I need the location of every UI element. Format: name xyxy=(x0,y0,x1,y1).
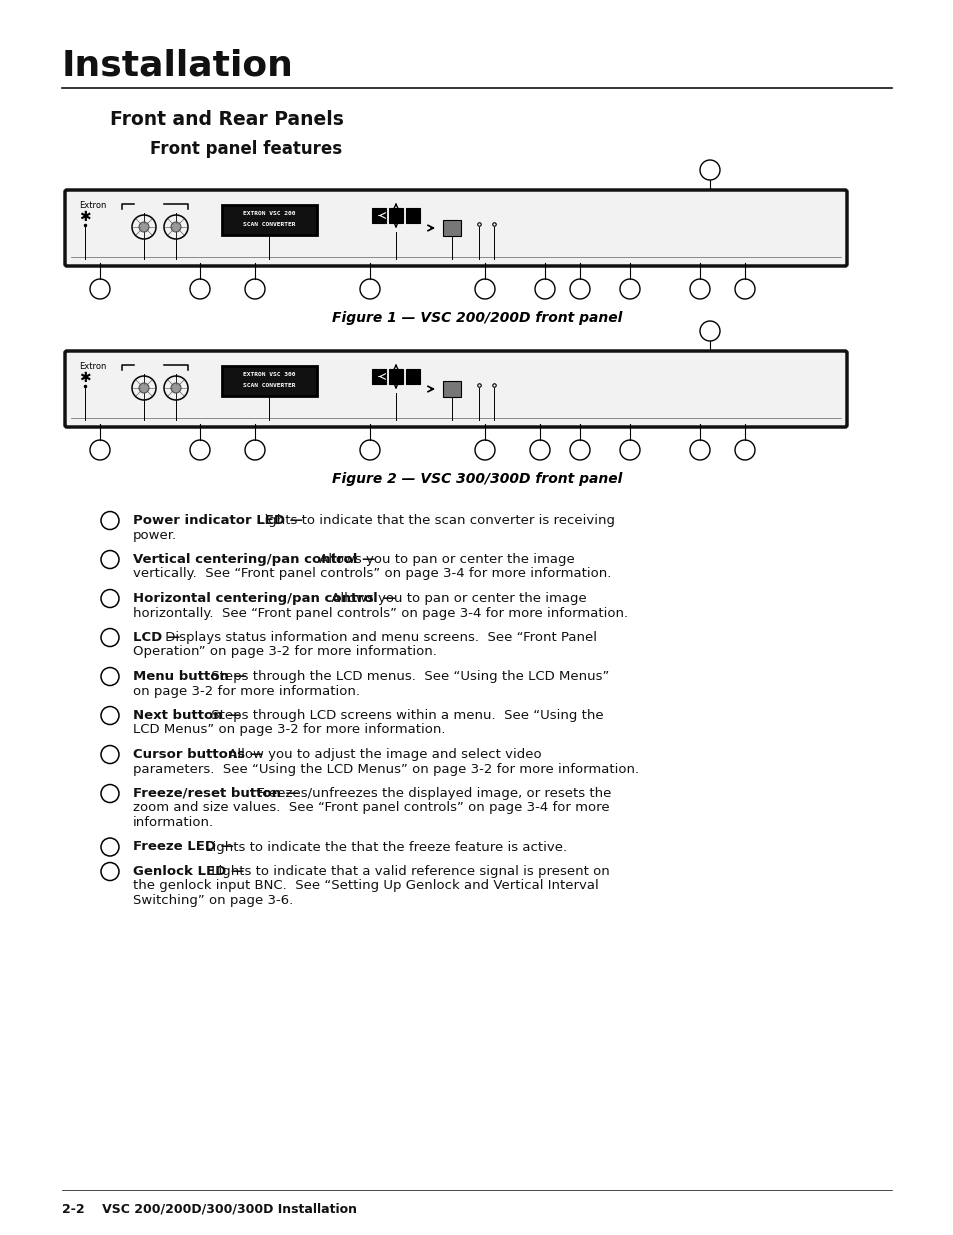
Bar xyxy=(222,205,316,235)
Circle shape xyxy=(139,383,149,393)
Text: Lights to indicate that the scan converter is receiving: Lights to indicate that the scan convert… xyxy=(253,514,614,527)
Text: Genlock LED —: Genlock LED — xyxy=(132,864,244,878)
Bar xyxy=(406,207,419,224)
Text: LCD Menus” on page 3-2 for more information.: LCD Menus” on page 3-2 for more informat… xyxy=(132,724,445,736)
Text: SCAN CONVERTER: SCAN CONVERTER xyxy=(243,222,295,227)
Text: the genlock input BNC.  See “Setting Up Genlock and Vertical Interval: the genlock input BNC. See “Setting Up G… xyxy=(132,879,598,893)
Text: SCAN CONVERTER: SCAN CONVERTER xyxy=(243,383,295,388)
Text: Vertical centering/pan control —: Vertical centering/pan control — xyxy=(132,553,375,566)
Text: Horizontal centering/pan control —: Horizontal centering/pan control — xyxy=(132,592,395,605)
Circle shape xyxy=(171,222,181,232)
Bar xyxy=(442,382,460,396)
Text: Figure 2 — VSC 300/300D front panel: Figure 2 — VSC 300/300D front panel xyxy=(332,472,621,487)
Text: Extron: Extron xyxy=(79,201,107,210)
Text: Freeze LED —: Freeze LED — xyxy=(132,841,233,853)
Text: Displays status information and menu screens.  See “Front Panel: Displays status information and menu scr… xyxy=(161,631,597,643)
Text: Allows you to pan or center the image: Allows you to pan or center the image xyxy=(315,553,575,566)
Text: EXTRON VSC 200: EXTRON VSC 200 xyxy=(243,211,295,216)
Text: Freezes/unfreezes the displayed image, or resets the: Freezes/unfreezes the displayed image, o… xyxy=(253,787,611,800)
Text: Figure 1 — VSC 200/200D front panel: Figure 1 — VSC 200/200D front panel xyxy=(332,311,621,325)
Text: Freeze/reset button —: Freeze/reset button — xyxy=(132,787,298,800)
Text: Operation” on page 3-2 for more information.: Operation” on page 3-2 for more informat… xyxy=(132,646,436,658)
Text: Power indicator LED —: Power indicator LED — xyxy=(132,514,303,527)
Text: ✱: ✱ xyxy=(79,210,91,224)
Text: 2-2    VSC 200/200D/300/300D Installation: 2-2 VSC 200/200D/300/300D Installation xyxy=(62,1203,356,1216)
Bar xyxy=(389,207,402,224)
Text: vertically.  See “Front panel controls” on page 3-4 for more information.: vertically. See “Front panel controls” o… xyxy=(132,568,611,580)
Text: Lights to indicate that a valid reference signal is present on: Lights to indicate that a valid referenc… xyxy=(207,864,609,878)
Text: parameters.  See “Using the LCD Menus” on page 3-2 for more information.: parameters. See “Using the LCD Menus” on… xyxy=(132,762,639,776)
Bar xyxy=(406,369,419,384)
Bar xyxy=(389,369,402,384)
Text: Allow you to adjust the image and select video: Allow you to adjust the image and select… xyxy=(224,748,541,761)
Text: Cursor buttons —: Cursor buttons — xyxy=(132,748,263,761)
FancyBboxPatch shape xyxy=(65,351,846,427)
Bar xyxy=(442,220,460,236)
Text: zoom and size values.  See “Front panel controls” on page 3-4 for more: zoom and size values. See “Front panel c… xyxy=(132,802,609,815)
Text: Allows you to pan or center the image: Allows you to pan or center the image xyxy=(327,592,586,605)
Circle shape xyxy=(171,383,181,393)
Text: Steps through the LCD menus.  See “Using the LCD Menus”: Steps through the LCD menus. See “Using … xyxy=(207,671,609,683)
Text: Menu button —: Menu button — xyxy=(132,671,247,683)
Text: Switching” on page 3-6.: Switching” on page 3-6. xyxy=(132,894,293,906)
Text: horizontally.  See “Front panel controls” on page 3-4 for more information.: horizontally. See “Front panel controls”… xyxy=(132,606,627,620)
Text: Next button —: Next button — xyxy=(132,709,240,722)
Text: power.: power. xyxy=(132,529,177,541)
Text: on page 3-2 for more information.: on page 3-2 for more information. xyxy=(132,684,359,698)
Bar xyxy=(372,369,386,384)
Text: EXTRON VSC 300: EXTRON VSC 300 xyxy=(243,372,295,377)
Text: Steps through LCD screens within a menu.  See “Using the: Steps through LCD screens within a menu.… xyxy=(207,709,603,722)
Circle shape xyxy=(139,222,149,232)
Text: LCD —: LCD — xyxy=(132,631,180,643)
Text: information.: information. xyxy=(132,816,213,829)
FancyBboxPatch shape xyxy=(65,190,846,266)
Text: ✱: ✱ xyxy=(79,370,91,385)
Text: Extron: Extron xyxy=(79,362,107,370)
Text: Installation: Installation xyxy=(62,48,294,82)
Bar xyxy=(372,207,386,224)
Bar xyxy=(222,366,316,396)
Text: Front panel features: Front panel features xyxy=(150,140,342,158)
Text: Lights to indicate the that the freeze feature is active.: Lights to indicate the that the freeze f… xyxy=(201,841,567,853)
Text: Front and Rear Panels: Front and Rear Panels xyxy=(110,110,343,128)
